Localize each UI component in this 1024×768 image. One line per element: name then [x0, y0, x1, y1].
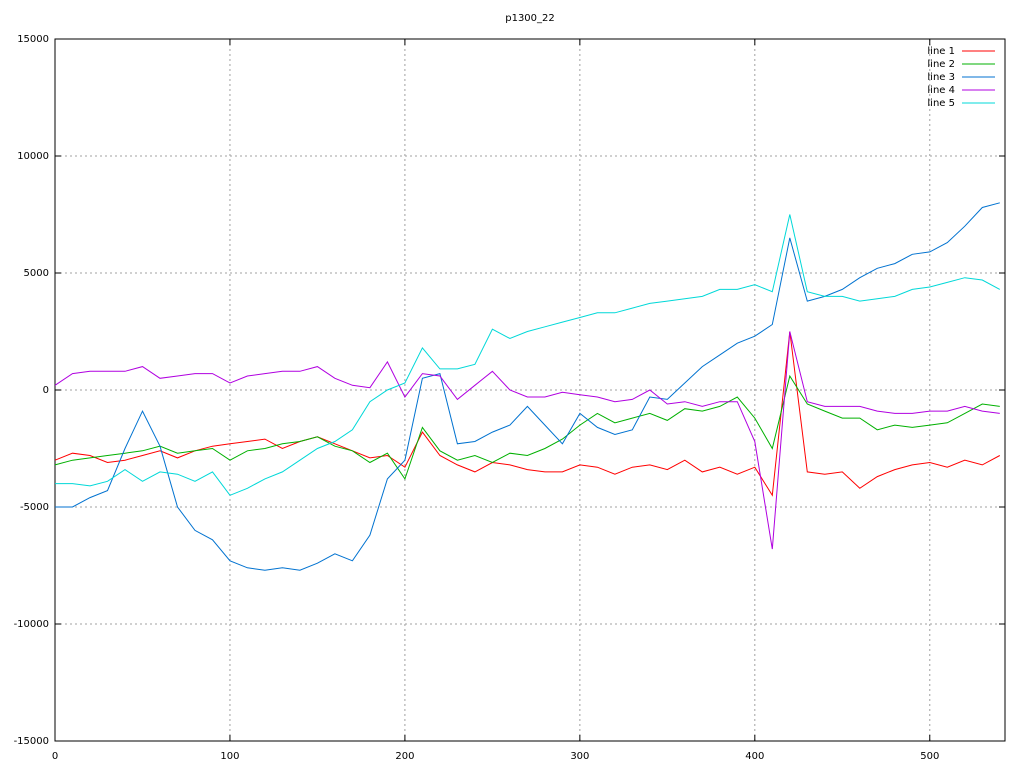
chart-title: p1300_22	[505, 13, 555, 24]
legend-label: line 1	[927, 46, 955, 57]
x-tick-label: 200	[395, 751, 414, 762]
data-line	[54, 331, 1000, 550]
x-tick-label: 100	[220, 751, 239, 762]
x-tick-label: 400	[745, 751, 764, 762]
legend-label: line 5	[927, 98, 955, 109]
y-tick-label: 5000	[24, 268, 49, 279]
y-tick-label: 0	[43, 385, 49, 396]
x-tick-label: 0	[52, 751, 58, 762]
y-tick-label: 15000	[17, 34, 49, 45]
legend-label: line 2	[927, 59, 955, 70]
legend-label: line 4	[927, 85, 955, 96]
data-line	[55, 214, 1001, 496]
data-line	[55, 202, 1000, 571]
y-tick-label: 10000	[17, 151, 49, 162]
legend-label: line 3	[927, 72, 955, 83]
y-tick-label: -15000	[14, 736, 49, 747]
y-tick-label: -5000	[20, 502, 49, 513]
y-tick-label: -10000	[14, 619, 49, 630]
data-line	[54, 331, 1001, 497]
x-tick-label: 500	[920, 751, 939, 762]
x-tick-label: 300	[570, 751, 589, 762]
data-line	[54, 374, 1000, 481]
plot-frame	[54, 38, 1006, 742]
